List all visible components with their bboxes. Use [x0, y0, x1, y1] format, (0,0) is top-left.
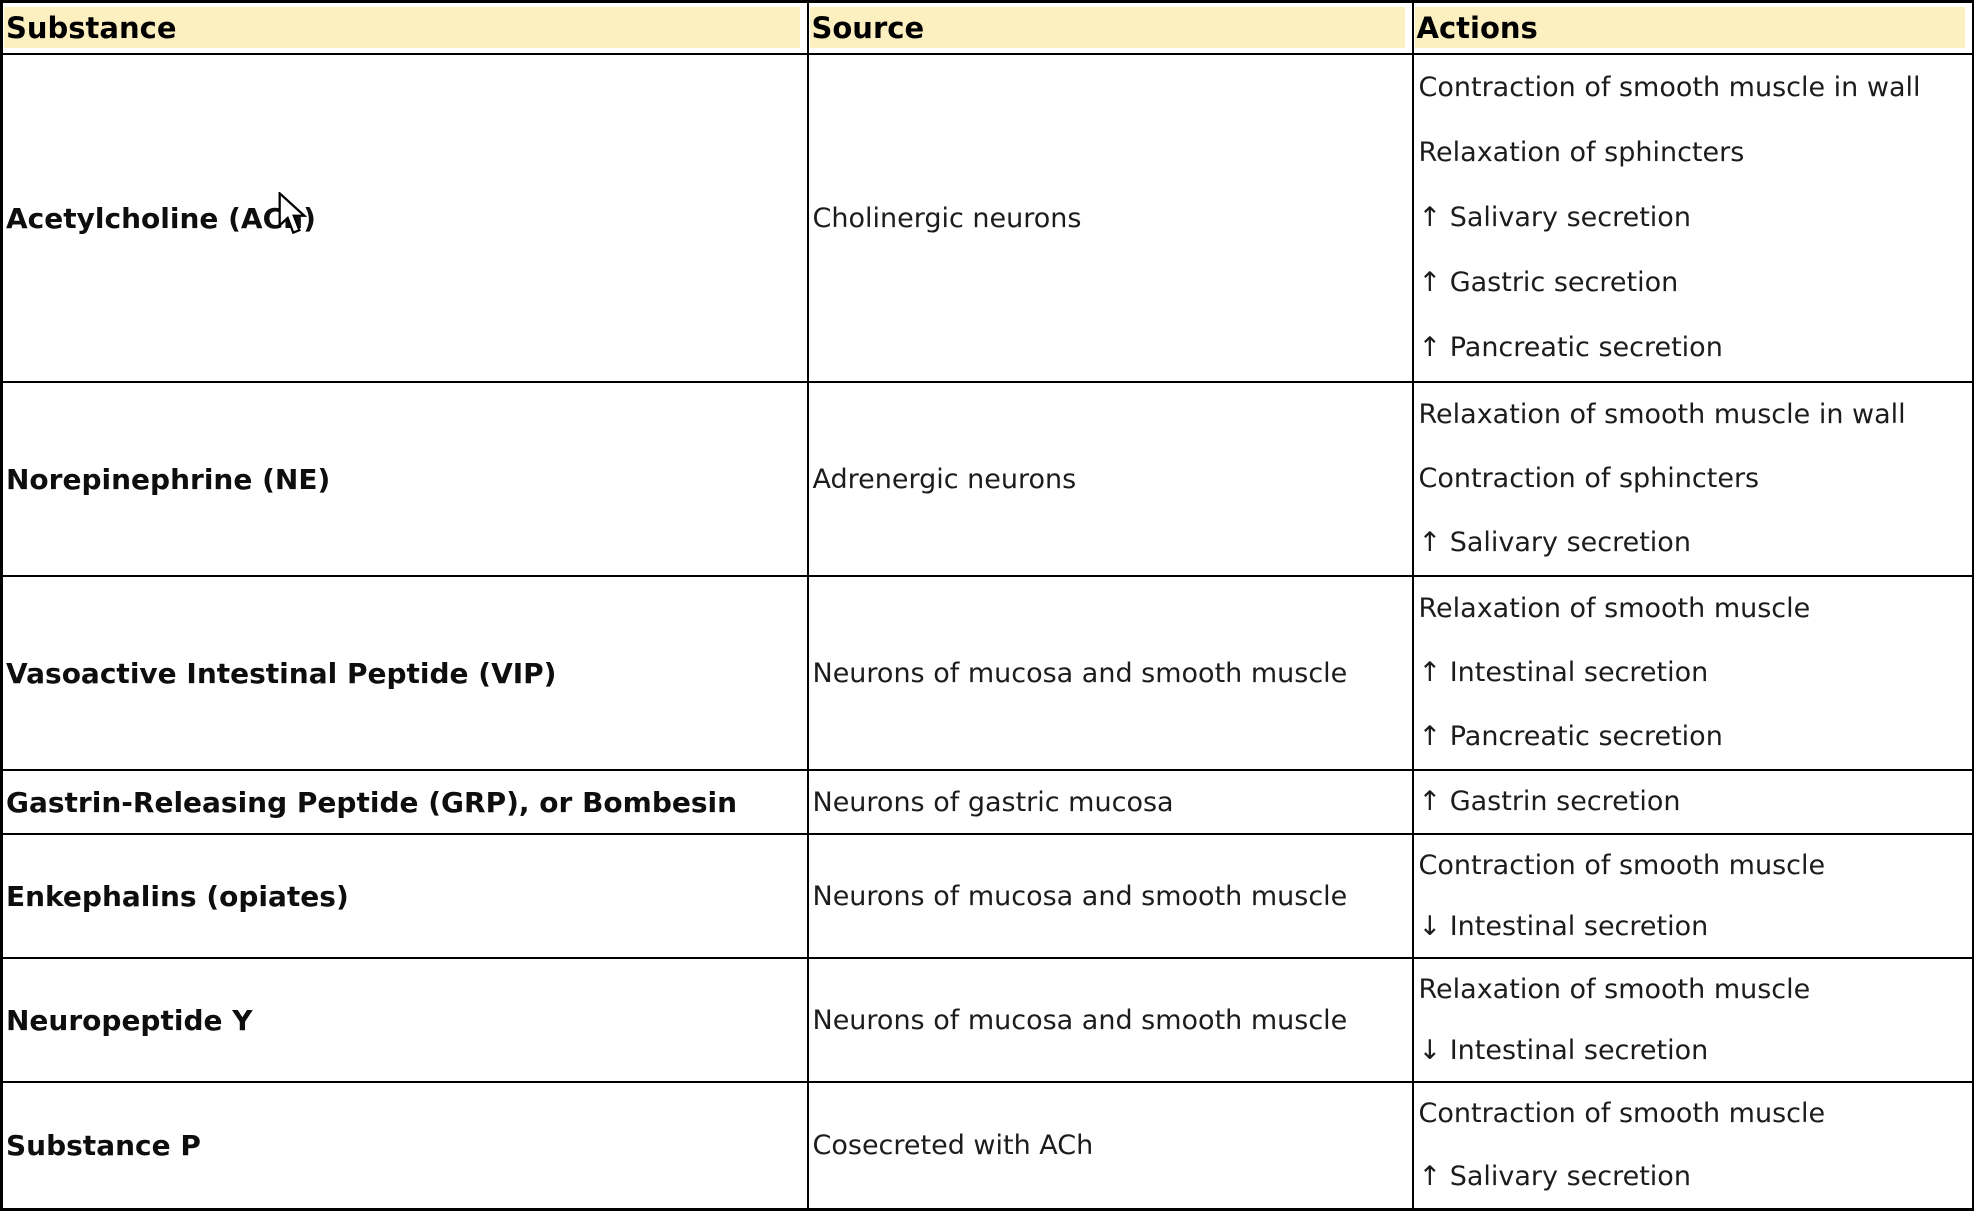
table-row-vip: Vasoactive Intestinal Peptide (VIP) Neur…: [0, 575, 1974, 771]
source-cell: Neurons of mucosa and smooth muscle: [806, 833, 1414, 959]
table-row-substance-p: Substance P Cosecreted with ACh Contract…: [0, 1081, 1974, 1211]
actions-cell: Contraction of smooth muscle ↑ Salivary …: [1411, 1081, 1974, 1211]
source-cell: Adrenergic neurons: [806, 381, 1414, 577]
source-cell: Neurons of mucosa and smooth muscle: [806, 957, 1414, 1083]
action-line: Contraction of smooth muscle: [1418, 849, 1826, 881]
actions-list: Contraction of smooth muscle in wall Rel…: [1415, 56, 1972, 380]
substance-cell: Acetylcholine (ACh): [0, 53, 809, 383]
substance-cell: Gastrin-Releasing Peptide (GRP), or Bomb…: [0, 769, 809, 835]
column-header-label: Substance: [6, 10, 177, 45]
table-row-enkephalins: Enkephalins (opiates) Neurons of mucosa …: [0, 833, 1974, 959]
header-row: Substance Source Actions: [0, 0, 1974, 55]
source-cell: Neurons of gastric mucosa: [806, 769, 1414, 835]
column-header-substance: Substance: [0, 0, 809, 55]
action-line: ↑ Pancreatic secretion: [1418, 332, 1723, 364]
action-line: ↑ Salivary secretion: [1418, 201, 1691, 233]
substance-cell: Neuropeptide Y: [0, 957, 809, 1083]
action-line: Relaxation of sphincters: [1418, 136, 1745, 168]
column-header-label: Source: [811, 10, 925, 45]
action-line: Contraction of smooth muscle in wall: [1418, 71, 1921, 103]
actions-cell: ↑ Gastrin secretion: [1411, 769, 1974, 835]
header-fill: Actions: [1414, 7, 1965, 48]
substance-cell: Norepinephrine (NE): [0, 381, 809, 577]
substance-cell: Vasoactive Intestinal Peptide (VIP): [0, 575, 809, 771]
actions-list: Relaxation of smooth muscle ↑ Intestinal…: [1415, 578, 1972, 768]
table-row-norepinephrine: Norepinephrine (NE) Adrenergic neurons R…: [0, 381, 1974, 577]
actions-cell: Contraction of smooth muscle in wall Rel…: [1411, 53, 1974, 383]
actions-cell: Relaxation of smooth muscle ↑ Intestinal…: [1411, 575, 1974, 771]
action-line: ↓ Intestinal secretion: [1418, 910, 1709, 942]
actions-list: ↑ Gastrin secretion: [1415, 772, 1972, 832]
action-line: Relaxation of smooth muscle: [1418, 973, 1811, 1005]
action-line: ↑ Salivary secretion: [1418, 1160, 1691, 1192]
actions-list: Contraction of smooth muscle ↑ Salivary …: [1415, 1084, 1972, 1208]
action-line: Contraction of smooth muscle: [1418, 1098, 1826, 1130]
header-fill: Source: [809, 7, 1405, 48]
action-line: ↓ Intestinal secretion: [1418, 1034, 1709, 1066]
table-row-neuropeptide-y: Neuropeptide Y Neurons of mucosa and smo…: [0, 957, 1974, 1083]
actions-cell: Relaxation of smooth muscle in wall Cont…: [1411, 381, 1974, 577]
substance-cell: Enkephalins (opiates): [0, 833, 809, 959]
source-cell: Neurons of mucosa and smooth muscle: [806, 575, 1414, 771]
action-line: ↑ Gastric secretion: [1418, 267, 1679, 299]
column-header-source: Source: [806, 0, 1414, 55]
substance-cell: Substance P: [0, 1081, 809, 1211]
action-line: ↑ Salivary secretion: [1418, 527, 1691, 558]
actions-list: Relaxation of smooth muscle ↓ Intestinal…: [1415, 960, 1972, 1080]
actions-cell: Relaxation of smooth muscle ↓ Intestinal…: [1411, 957, 1974, 1083]
action-line: Relaxation of smooth muscle in wall: [1418, 399, 1906, 430]
action-line: ↑ Pancreatic secretion: [1418, 721, 1723, 752]
actions-list: Contraction of smooth muscle ↓ Intestina…: [1415, 836, 1972, 956]
action-line: Contraction of sphincters: [1418, 463, 1760, 494]
table-row-acetylcholine: Acetylcholine (ACh) Cholinergic neurons …: [0, 53, 1974, 383]
action-line: ↑ Intestinal secretion: [1418, 657, 1709, 688]
actions-list: Relaxation of smooth muscle in wall Cont…: [1415, 384, 1972, 574]
column-header-actions: Actions: [1411, 0, 1974, 55]
column-header-label: Actions: [1416, 10, 1538, 45]
action-line: ↑ Gastrin secretion: [1418, 786, 1681, 817]
header-fill: Substance: [4, 7, 800, 48]
table-row-grp: Gastrin-Releasing Peptide (GRP), or Bomb…: [0, 769, 1974, 835]
source-cell: Cosecreted with ACh: [806, 1081, 1414, 1211]
source-cell: Cholinergic neurons: [806, 53, 1414, 383]
action-line: Relaxation of smooth muscle: [1418, 593, 1811, 624]
actions-cell: Contraction of smooth muscle ↓ Intestina…: [1411, 833, 1974, 959]
